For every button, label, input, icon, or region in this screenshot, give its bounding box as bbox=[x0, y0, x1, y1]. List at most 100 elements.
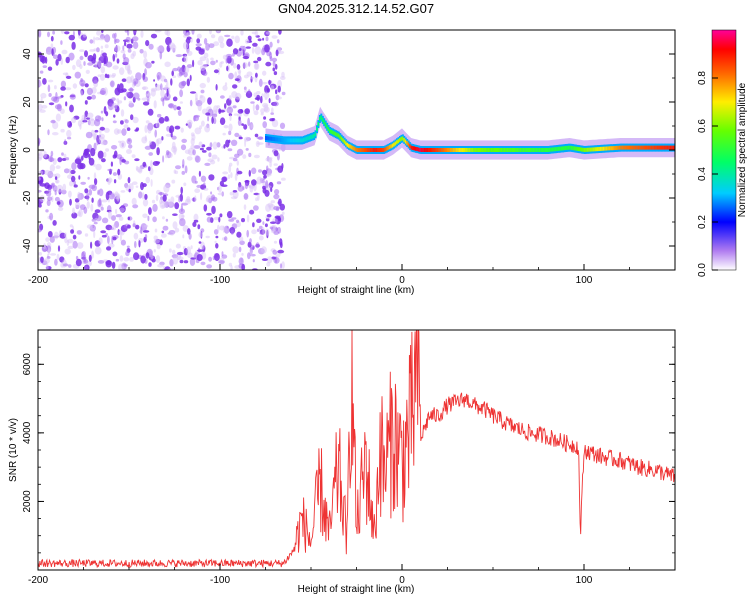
noise-blob bbox=[228, 219, 235, 222]
noise-blob bbox=[84, 148, 90, 154]
noise-blob bbox=[205, 235, 210, 239]
ridge-core bbox=[631, 145, 634, 150]
noise-blob bbox=[153, 249, 156, 253]
noise-blob bbox=[237, 170, 243, 175]
noise-blob bbox=[169, 259, 174, 267]
noise-blob bbox=[144, 125, 148, 133]
noise-blob bbox=[262, 185, 266, 190]
noise-blob bbox=[86, 192, 90, 201]
noise-blob bbox=[273, 240, 278, 244]
noise-blob bbox=[197, 224, 201, 230]
noise-blob bbox=[249, 238, 252, 244]
ridge-core bbox=[550, 147, 553, 152]
ridge-core bbox=[324, 122, 327, 127]
noise-blob bbox=[39, 70, 44, 74]
noise-blob bbox=[61, 158, 67, 161]
noise-blob bbox=[181, 80, 187, 86]
noise-blob bbox=[197, 103, 202, 112]
noise-blob bbox=[276, 39, 280, 44]
noise-blob bbox=[57, 245, 61, 252]
ridge-core bbox=[447, 148, 449, 152]
noise-blob bbox=[247, 117, 251, 127]
noise-blob bbox=[238, 136, 243, 140]
noise-blob bbox=[101, 158, 106, 163]
noise-blob bbox=[107, 177, 113, 183]
noise-blob bbox=[265, 203, 271, 212]
noise-blob bbox=[88, 157, 95, 166]
noise-blob bbox=[157, 75, 160, 81]
noise-blob bbox=[223, 144, 226, 149]
noise-blob bbox=[135, 224, 140, 230]
noise-blob bbox=[72, 83, 78, 89]
noise-blob bbox=[232, 253, 236, 258]
noise-blob bbox=[97, 189, 100, 195]
noise-blob bbox=[71, 41, 76, 50]
ridge-core bbox=[637, 145, 640, 150]
ridge-core bbox=[410, 145, 413, 150]
noise-blob bbox=[148, 262, 152, 267]
ridge-core bbox=[611, 146, 614, 151]
ridge-core bbox=[460, 148, 463, 152]
noise-blob bbox=[231, 217, 237, 220]
noise-blob bbox=[174, 227, 180, 233]
noise-blob bbox=[193, 145, 201, 149]
noise-blob bbox=[223, 225, 230, 234]
noise-blob bbox=[164, 30, 169, 36]
noise-blob bbox=[123, 124, 129, 129]
noise-blob bbox=[60, 30, 65, 34]
ridge-core bbox=[298, 138, 301, 143]
noise-blob bbox=[271, 119, 279, 128]
ridge-core bbox=[563, 146, 566, 151]
noise-blob bbox=[79, 79, 86, 87]
noise-blob bbox=[136, 166, 143, 173]
noise-blob bbox=[42, 65, 47, 68]
noise-blob bbox=[277, 249, 285, 254]
ridge-core bbox=[332, 130, 334, 135]
noise-blob bbox=[176, 251, 184, 256]
noise-blob bbox=[148, 43, 154, 50]
noise-blob bbox=[219, 61, 223, 68]
ridge-core bbox=[377, 148, 380, 152]
noise-blob bbox=[273, 205, 280, 211]
ridge-core bbox=[666, 145, 669, 150]
noise-blob bbox=[69, 93, 76, 100]
ridge-core bbox=[506, 148, 509, 152]
ridge-core bbox=[330, 129, 333, 134]
noise-blob bbox=[162, 155, 165, 163]
noise-blob bbox=[253, 60, 259, 64]
ridge-core bbox=[340, 136, 343, 141]
noise-blob bbox=[120, 190, 126, 193]
noise-blob bbox=[46, 256, 51, 259]
noise-blob bbox=[264, 223, 268, 228]
noise-blob bbox=[200, 192, 203, 201]
noise-blob bbox=[71, 212, 78, 219]
ridge-core bbox=[423, 148, 426, 152]
ridge-core bbox=[416, 147, 419, 152]
noise-blob bbox=[83, 206, 88, 214]
ridge-core bbox=[343, 139, 346, 144]
noise-blob bbox=[192, 59, 195, 68]
noise-blob bbox=[215, 84, 218, 91]
noise-blob bbox=[263, 174, 267, 179]
ridge-core bbox=[396, 140, 398, 145]
noise-blob bbox=[90, 203, 94, 212]
noise-blob bbox=[128, 183, 134, 191]
noise-blob bbox=[88, 189, 93, 196]
noise-blob bbox=[252, 222, 255, 228]
noise-blob bbox=[105, 260, 112, 268]
noise-blob bbox=[48, 102, 55, 106]
ridge-core bbox=[429, 148, 432, 152]
ridge-core bbox=[451, 148, 454, 152]
noise-blob bbox=[47, 231, 53, 238]
ridge-core bbox=[560, 146, 563, 151]
noise-blob bbox=[131, 154, 136, 159]
noise-blob bbox=[242, 154, 247, 159]
noise-blob bbox=[156, 244, 161, 250]
noise-blob bbox=[41, 245, 48, 253]
noise-blob bbox=[161, 230, 165, 234]
noise-blob bbox=[127, 69, 133, 75]
ridge-core bbox=[620, 145, 623, 150]
ridge-core bbox=[639, 145, 642, 150]
ridge-core bbox=[320, 115, 323, 120]
